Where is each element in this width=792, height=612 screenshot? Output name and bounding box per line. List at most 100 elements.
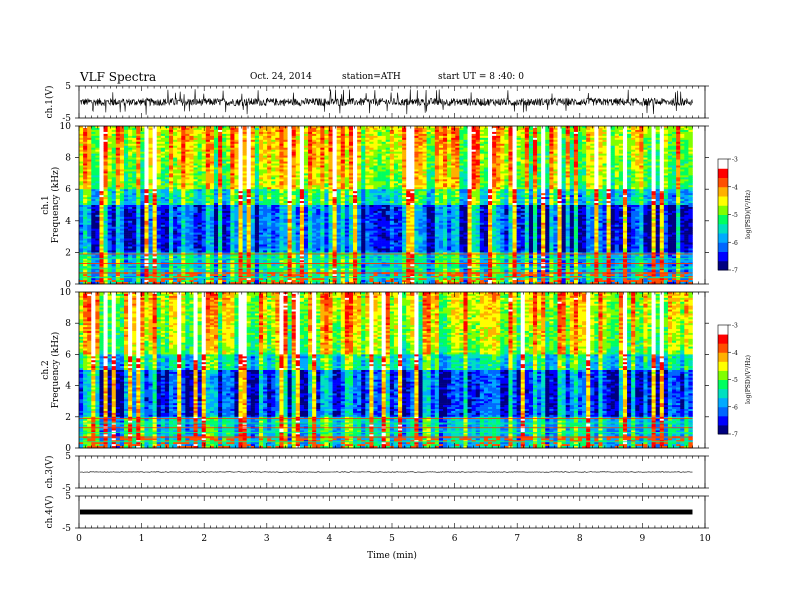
spectrogram-cell [562, 158, 566, 160]
spectrogram-cell [234, 146, 238, 148]
spectrogram-cell [157, 171, 161, 173]
spectrogram-cell [603, 144, 607, 146]
spectrogram-cell [463, 152, 467, 154]
spectrogram-cell [598, 152, 602, 154]
spectrogram-cell [455, 185, 459, 187]
spectrogram-cell [643, 164, 647, 166]
spectrogram-cell [161, 156, 165, 158]
spectrogram-cell [181, 185, 185, 187]
spectrogram-cell [353, 160, 357, 162]
spectrogram-cell [656, 150, 660, 152]
spectrogram-cell [95, 156, 99, 158]
spectrogram-cell [603, 171, 607, 173]
spectrogram-cell [570, 136, 574, 138]
spectrogram-cell [582, 134, 586, 136]
spectrogram-cell [558, 136, 562, 138]
spectrogram-cell [333, 173, 337, 175]
spectrogram-cell [443, 185, 447, 187]
spectrogram-cell [333, 140, 337, 142]
spectrogram-cell [316, 173, 320, 175]
spectrogram-cell [586, 164, 590, 166]
spectrogram-cell [206, 154, 210, 156]
spectrogram-cell [513, 185, 517, 187]
spectrogram-cell [128, 132, 132, 134]
spectrogram-cell [337, 166, 341, 168]
spectrogram-cell [476, 171, 480, 173]
spectrogram-cell [169, 181, 173, 183]
spectrogram-cell [574, 140, 578, 142]
spectrogram-cell [288, 134, 292, 136]
spectrogram-cell [128, 171, 132, 173]
spectrogram-cell [455, 136, 459, 138]
spectrogram-cell [177, 134, 181, 136]
spectrogram-cell [300, 160, 304, 162]
spectrogram-cell [283, 130, 287, 132]
spectrogram-cell [140, 136, 144, 138]
spectrogram-cell [194, 171, 198, 173]
spectrogram-cell [410, 142, 414, 144]
spectrogram-cell [132, 142, 136, 144]
spectrogram-cell [161, 154, 165, 156]
spectrogram-cell [189, 160, 193, 162]
spectrogram-cell [247, 128, 251, 130]
spectrogram-cell [108, 189, 112, 191]
spectrogram-cell [652, 144, 656, 146]
spectrogram-cell [169, 169, 173, 171]
spectrogram-cell [198, 154, 202, 156]
spectrogram-cell [341, 146, 345, 148]
spectrogram-cell [185, 146, 189, 148]
spectrogram-cell [99, 177, 103, 179]
spectrogram-cell [553, 158, 557, 160]
spectrogram-cell [566, 148, 570, 150]
spectrogram-cell [529, 183, 533, 185]
spectrogram-cell [582, 169, 586, 171]
spectrogram-cell [517, 185, 521, 187]
spectrogram-cell [402, 140, 406, 142]
spectrogram-cell [181, 160, 185, 162]
spectrogram-cell [226, 132, 230, 134]
spectrogram-cell [484, 166, 488, 168]
spectrogram-cell [680, 154, 684, 156]
spectrogram-cell [328, 136, 332, 138]
spectrogram-cell [525, 187, 529, 189]
spectrogram-cell [435, 185, 439, 187]
spectrogram-cell [361, 187, 365, 189]
spectrogram-cell [643, 148, 647, 150]
spectrogram-cell [328, 177, 332, 179]
spectrogram-cell [316, 166, 320, 168]
spectrogram-cell [341, 189, 345, 191]
spectrogram-cell [79, 164, 83, 166]
spectrogram-cell [566, 150, 570, 152]
spectrogram-cell [410, 185, 414, 187]
spectrogram-cell [108, 169, 112, 171]
spectrogram-cell [177, 146, 181, 148]
spectrogram-cell [406, 189, 410, 191]
spectrogram-cell [373, 171, 377, 173]
spectrogram-cell [611, 175, 615, 177]
spectrogram-cell [222, 150, 226, 152]
spectrogram-cell [87, 140, 91, 142]
spectrogram-cell [598, 175, 602, 177]
spectrogram-cell [275, 181, 279, 183]
spectrogram-cell [333, 142, 337, 144]
spectrogram-cell [308, 156, 312, 158]
spectrogram-cell [517, 187, 521, 189]
spectrogram-cell [688, 144, 692, 146]
spectrogram-cell [304, 169, 308, 171]
spectrogram-cell [255, 179, 259, 181]
spectrogram-cell [202, 150, 206, 152]
spectrogram-cell [169, 179, 173, 181]
spectrogram-cell [676, 175, 680, 177]
spectrogram-cell [647, 173, 651, 175]
spectrogram-cell [525, 144, 529, 146]
spectrogram-cell [586, 179, 590, 181]
spectrogram-cell [128, 175, 132, 177]
spectrogram-cell [206, 136, 210, 138]
spectrogram-cell [173, 150, 177, 152]
spectrogram-cell [570, 152, 574, 154]
spectrogram-cell [345, 158, 349, 160]
spectrogram-cell [271, 167, 275, 169]
spectrogram-cell [112, 152, 116, 154]
spectrogram-cell [345, 164, 349, 166]
spectrogram-cell [635, 156, 639, 158]
